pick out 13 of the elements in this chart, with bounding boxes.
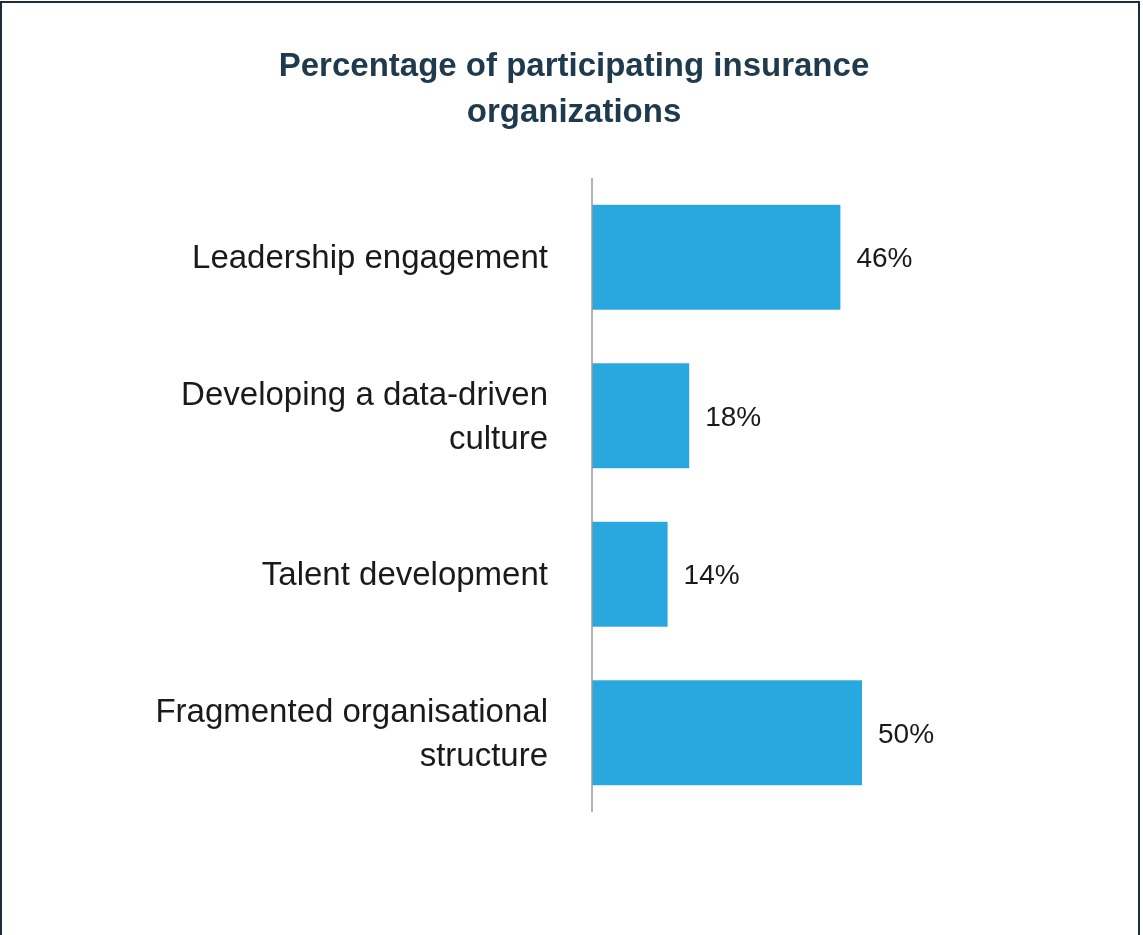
data-label: 14% bbox=[683, 559, 740, 591]
data-label: 50% bbox=[878, 717, 935, 749]
bar bbox=[592, 521, 668, 627]
data-label: 46% bbox=[856, 242, 913, 274]
y-tick-label: Developing a data-driven culture bbox=[181, 374, 548, 456]
y-tick-label: Leadership engagement bbox=[192, 238, 548, 276]
bar bbox=[592, 204, 841, 310]
bar bbox=[592, 680, 862, 786]
data-label: 18% bbox=[705, 400, 762, 432]
bar bbox=[592, 363, 690, 469]
chart-title: Percentage of participating insurance organizations bbox=[278, 46, 870, 129]
y-tick-label: Talent development bbox=[261, 555, 548, 593]
y-tick-label: Fragmented organisational structure bbox=[155, 691, 548, 773]
